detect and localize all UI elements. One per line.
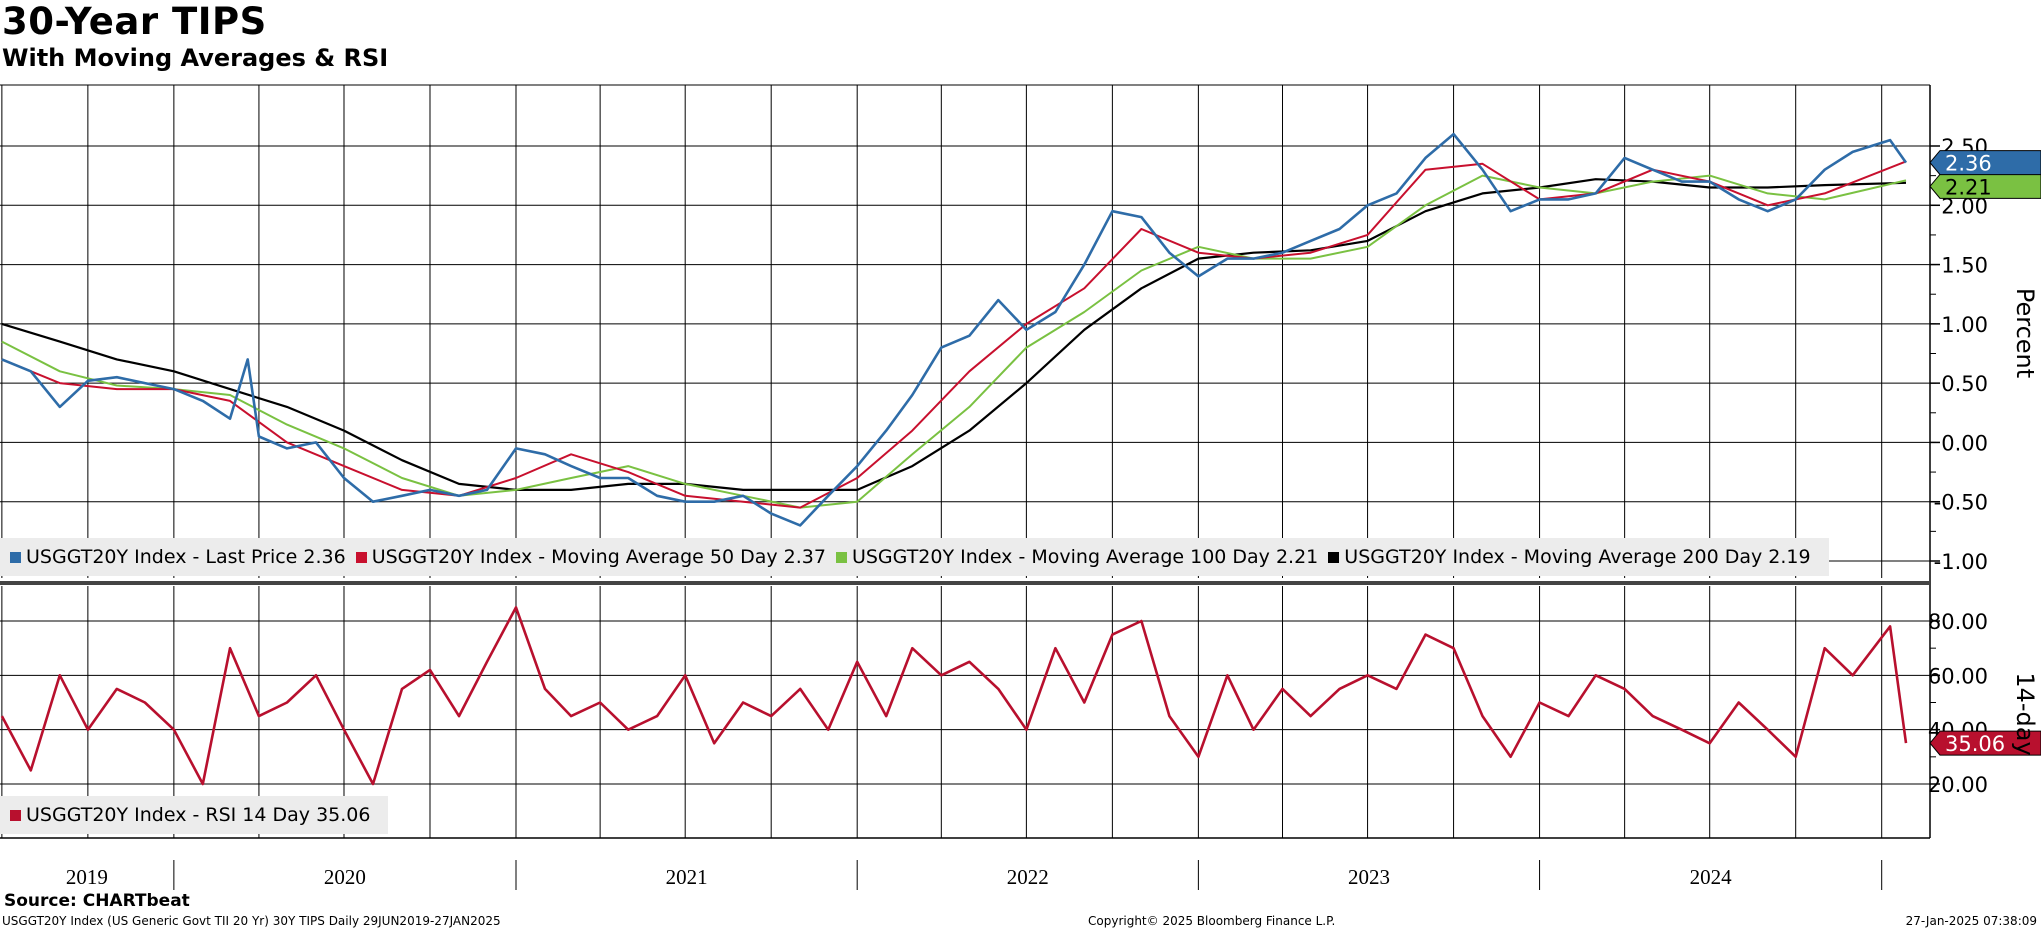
x-tick-label: 2020 [324, 865, 366, 889]
y-tick-label: 0.00 [1941, 431, 1988, 455]
series-line-rsi [0, 606, 1908, 786]
y-tick-label: 20.00 [1928, 773, 1988, 797]
legend-swatch [10, 551, 21, 563]
legend-item-ma200: USGGT20Y Index - Moving Average 200 Day … [1328, 546, 1811, 568]
x-tick-label: 2023 [1348, 865, 1390, 889]
legend-item-ma100: USGGT20Y Index - Moving Average 100 Day … [835, 546, 1319, 568]
y-tick-label: 0.50 [1941, 372, 1988, 396]
value-tag-label: 2.36 [1945, 152, 1992, 176]
chart-title: 30-Year TIPS [2, 0, 267, 43]
series-line-ma100 [1, 174, 1907, 509]
rsi-legend: USGGT20Y Index - RSI 14 Day 35.06 [0, 796, 389, 834]
legend-label: USGGT20Y Index - Moving Average 50 Day 2… [371, 546, 826, 568]
chart-subtitle: With Moving Averages & RSI [2, 44, 389, 72]
footer-copyright: Copyright© 2025 Bloomberg Finance L.P. [1088, 914, 1336, 928]
chart-axes: 2.502.001.501.000.500.00-0.50-1.0080.006… [0, 84, 2041, 890]
legend-item-last-price: USGGT20Y Index - Last Price 2.36 [10, 546, 346, 568]
rsi-lines [0, 606, 1908, 786]
series-line-last-price [1, 132, 1908, 527]
price-lines [1, 132, 1908, 527]
value-tag-last-price: 2.36 [1929, 150, 2041, 176]
footer-timestamp: 27-Jan-2025 07:38:09 [1905, 914, 2037, 928]
y-tick-label: -1.00 [1934, 550, 1988, 574]
price-legend: USGGT20Y Index - Last Price 2.36 USGGT20… [0, 538, 1829, 576]
legend-label: USGGT20Y Index - RSI 14 Day 35.06 [26, 804, 371, 826]
legend-label: USGGT20Y Index - Moving Average 100 Day … [851, 546, 1319, 568]
legend-swatch [835, 551, 847, 563]
y-axis-label-percent: Percent [2011, 288, 2039, 378]
value-tag-rsi: 35.06 [1929, 730, 2041, 756]
legend-swatch [1328, 551, 1340, 563]
value-tag-label: 2.21 [1945, 175, 1992, 199]
y-tick-label: 80.00 [1928, 610, 1988, 634]
x-tick-label: 2022 [1007, 865, 1049, 889]
value-tag-ma100: 2.21 [1929, 173, 2041, 199]
y-tick-label: -0.50 [1934, 491, 1988, 515]
series-line-ma50 [1, 160, 1907, 509]
x-tick-label: 2024 [1690, 865, 1733, 889]
x-tick-label: 2021 [666, 865, 708, 889]
y-axis-label-rsi: 14-day [2011, 672, 2039, 755]
value-tag-shape [1929, 173, 2041, 199]
legend-label: USGGT20Y Index - Last Price 2.36 [26, 546, 346, 568]
y-tick-label: 60.00 [1928, 664, 1988, 688]
footer-series-info: USGGT20Y Index (US Generic Govt TII 20 Y… [2, 914, 501, 928]
legend-item-rsi: USGGT20Y Index - RSI 14 Day 35.06 [10, 804, 370, 826]
x-tick-label: 2019 [66, 865, 108, 889]
price-grid [0, 85, 1930, 578]
value-tag-label: 35.06 [1945, 732, 2005, 756]
value-tag-shape [1929, 730, 2041, 756]
legend-swatch [10, 809, 21, 821]
y-tick-label: 1.50 [1941, 254, 1988, 278]
legend-swatch [355, 551, 367, 563]
legend-label: USGGT20Y Index - Moving Average 200 Day … [1344, 546, 1811, 568]
value-tag-shape [1929, 150, 2041, 176]
source-note: Source: CHARTbeat [4, 891, 190, 911]
y-tick-label: 1.00 [1941, 313, 1988, 337]
series-line-ma200 [1, 178, 1907, 491]
legend-item-ma50: USGGT20Y Index - Moving Average 50 Day 2… [355, 546, 826, 568]
